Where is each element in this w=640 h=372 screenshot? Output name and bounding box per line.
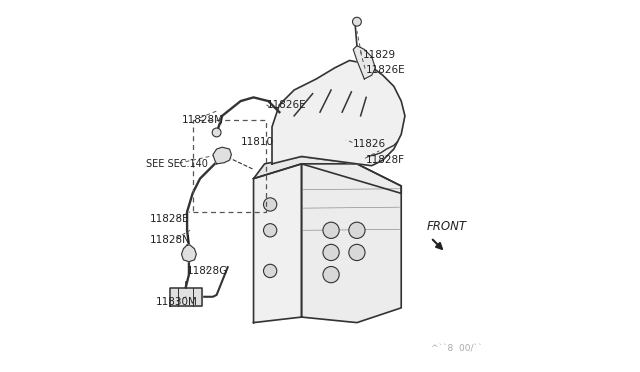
Text: ^``8  00/``: ^``8 00/``: [431, 345, 483, 354]
Polygon shape: [213, 147, 232, 164]
Polygon shape: [253, 157, 401, 193]
Text: 11826E: 11826E: [366, 65, 406, 75]
Circle shape: [264, 198, 277, 211]
Text: 11826: 11826: [353, 138, 387, 148]
Text: 11828M: 11828M: [182, 115, 223, 125]
Circle shape: [323, 244, 339, 260]
Circle shape: [264, 264, 277, 278]
Polygon shape: [170, 288, 202, 306]
Circle shape: [323, 222, 339, 238]
Polygon shape: [272, 61, 405, 166]
Text: FRONT: FRONT: [427, 220, 467, 233]
Text: 11830M: 11830M: [156, 297, 198, 307]
Text: 11829: 11829: [362, 50, 396, 60]
Text: 11828N: 11828N: [150, 234, 191, 244]
Text: 11828E: 11828E: [150, 214, 190, 224]
Circle shape: [353, 17, 362, 26]
Text: 11826E: 11826E: [266, 100, 306, 110]
Text: SEE SEC.140: SEE SEC.140: [147, 159, 209, 169]
Polygon shape: [182, 245, 196, 262]
Polygon shape: [253, 164, 301, 323]
Circle shape: [349, 244, 365, 260]
Circle shape: [323, 266, 339, 283]
Polygon shape: [301, 164, 401, 323]
Circle shape: [212, 128, 221, 137]
Polygon shape: [353, 46, 376, 79]
Circle shape: [349, 222, 365, 238]
Text: 11810: 11810: [241, 137, 274, 147]
Circle shape: [264, 224, 277, 237]
Text: 11828F: 11828F: [366, 155, 405, 165]
Text: 11828G: 11828G: [187, 266, 228, 276]
